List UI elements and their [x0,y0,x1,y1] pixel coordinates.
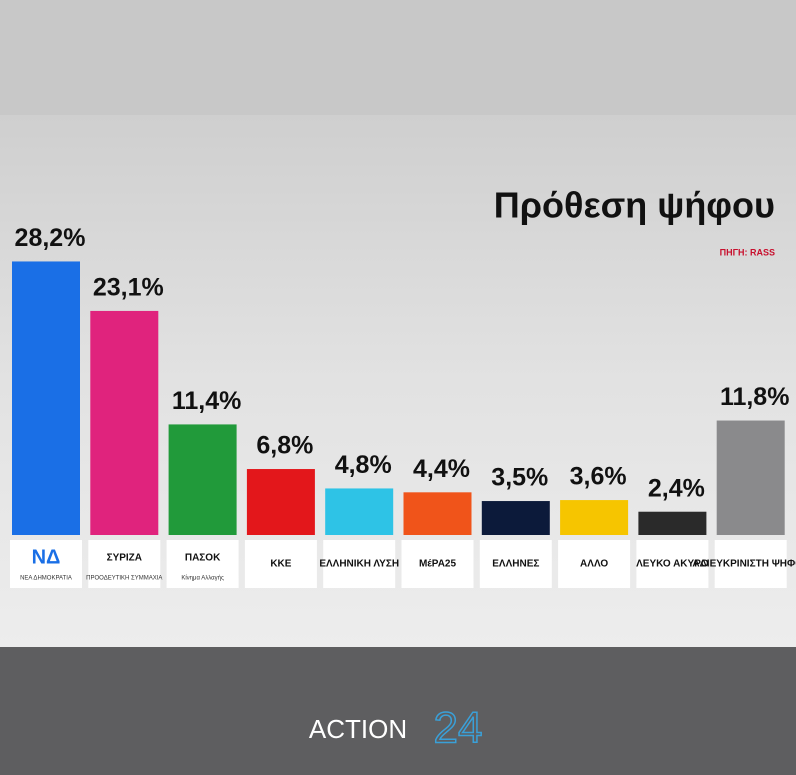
category-label: ΝΔ [32,546,61,568]
bar [716,420,785,535]
category-sublabel: ΝΕΑ ΔΗΜΟΚΡΑΤΙΑ [20,576,72,582]
bar [481,501,550,535]
logo-box [479,540,552,588]
value-label: 2,4% [648,474,705,502]
value-label: 6,8% [256,432,313,460]
source: ΠΗΓΗ: RASS [720,247,775,257]
top-band [0,0,796,115]
category-label: ΜέΡΑ25 [419,559,457,570]
logo-box [558,540,631,588]
bar [246,469,315,535]
value-label: 28,2% [15,224,86,252]
logo-box [166,540,239,588]
bar [638,511,707,535]
logo-box [323,540,396,588]
bar [403,492,472,535]
value-label: 3,6% [570,463,627,491]
brand-number: 24 [434,704,483,753]
category-label: ΑΔΙΕΥΚΡΙΝΙΣΤΗ ΨΗΦΟΣ [692,559,796,570]
value-label: 4,8% [335,451,392,479]
value-label: 11,4% [172,387,242,415]
value-label: 4,4% [413,455,470,483]
brand-name: ACTION [309,714,407,744]
category-label: ΕΛΛΗΝΙΚΗ ΛΥΣΗ [319,559,399,570]
bar [325,488,394,535]
category-label: ΛΕΥΚΟ ΑΚΥΡΟ [636,559,709,570]
category-label: ΕΛΛΗΝΕΣ [492,559,539,570]
chart-title: Πρόθεση ψήφου [494,185,775,226]
category-sublabel: ΠΡΟΟΔΕΥΤΙΚΗ ΣΥΜΜΑΧΙΑ [86,576,162,582]
logo-box [244,540,317,588]
bar [90,310,159,535]
bar [168,424,237,535]
logo-box [10,540,82,588]
value-label: 11,8% [720,383,790,411]
value-label: 23,1% [93,274,164,302]
category-label: ΚΚΕ [270,559,291,570]
category-sublabel: Κίνημα Αλλαγής [181,575,224,582]
bar [12,261,80,535]
logo-box [401,540,474,588]
value-label: 3,5% [491,464,548,492]
logo-box [714,540,787,588]
category-label: ΣΥΡΙΖΑ [107,553,142,564]
logo-box [88,540,161,588]
footer-band [0,647,796,775]
category-label: ΠΑΣΟΚ [185,553,221,564]
logo-box [636,540,709,588]
category-label: ΑΛΛΟ [580,559,608,570]
bar [560,500,629,535]
